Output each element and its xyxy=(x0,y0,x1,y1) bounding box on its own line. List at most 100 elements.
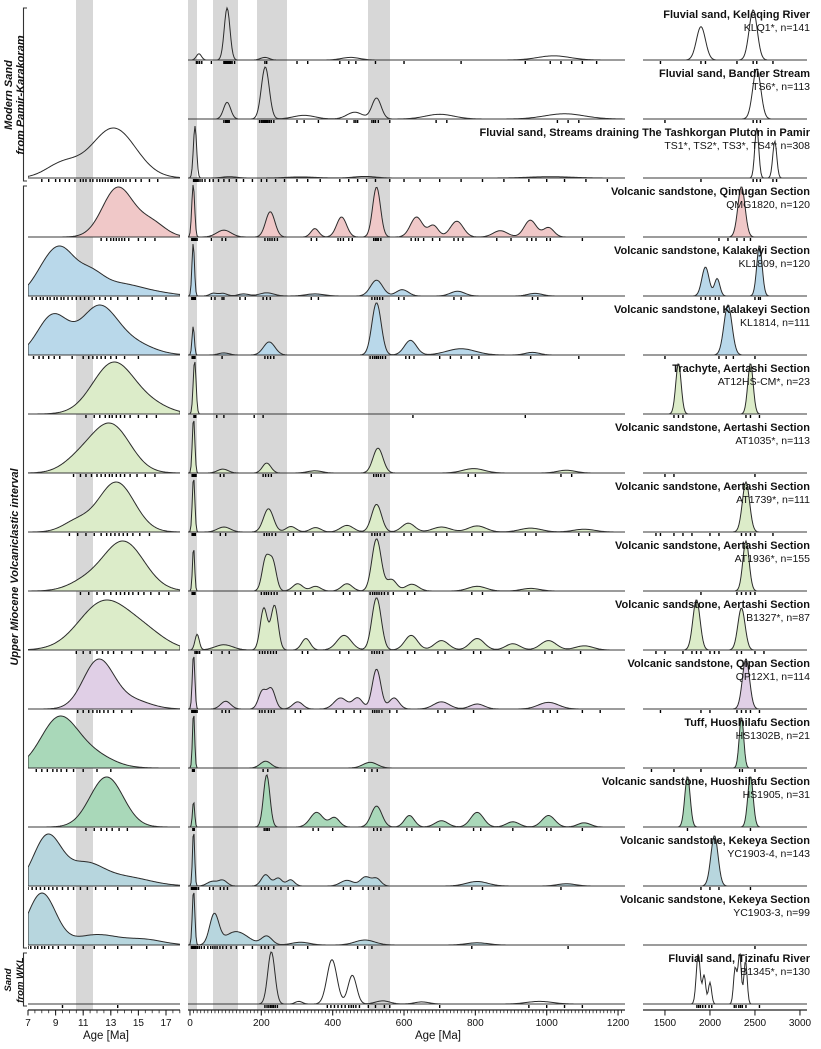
kde-panel-main-row-10 xyxy=(188,538,625,595)
kde-curve xyxy=(28,127,180,178)
kde-panel-young-row-12 xyxy=(28,658,180,713)
x-tick-label: 2500 xyxy=(744,1018,767,1029)
kde-curve xyxy=(28,422,180,474)
kde-curve xyxy=(28,658,180,710)
x-tick-label: 800 xyxy=(467,1018,484,1029)
kde-panel-old-row-15 xyxy=(643,835,807,890)
kde-curve xyxy=(188,656,625,710)
kde-curve xyxy=(188,538,625,592)
kde-panel-old-row-10 xyxy=(643,539,807,595)
sample-id: QMG1820, n=120 xyxy=(726,199,810,211)
sample-title: Volcanic sandstone, Aertashi Section xyxy=(615,481,810,493)
x-axis: 7 9 11 13 15 17 0 200 400 600 800 1000 1200 1500 2000 2… xyxy=(25,1009,812,1042)
kde-curve xyxy=(188,361,625,415)
x-tick-label: 0 xyxy=(187,1018,193,1029)
kde-panel-young-row-17 xyxy=(28,1003,180,1008)
kde-curve xyxy=(28,245,180,297)
sample-id: YC1903-4, n=143 xyxy=(727,848,810,860)
kde-panel-old-row-16 xyxy=(643,944,807,949)
kde-curve xyxy=(28,304,180,356)
kde-panel-old-row-7 xyxy=(643,363,807,418)
sample-label: Volcanic sandstone, Kekeya Section YC1903… xyxy=(620,894,810,920)
sample-label: Volcanic sandstone, Kalakeyi Section KL18… xyxy=(614,245,810,271)
sample-title: Fluvial sand, Streams draining The Tashk… xyxy=(479,127,810,139)
x-tick-label: 15 xyxy=(133,1018,145,1029)
kde-panel-old-row-9 xyxy=(643,480,807,536)
kde-curve xyxy=(28,540,180,592)
x-tick-label: 7 xyxy=(25,1018,31,1029)
kde-panel-young-row-4 xyxy=(28,186,180,241)
sample-label: Trachyte, Aertashi Section AT12HS-CM*, n=… xyxy=(672,363,810,389)
sample-label: Volcanic sandstone, Huoshilafu Section HS… xyxy=(602,776,810,802)
kde-panel-old-row-4 xyxy=(643,186,807,241)
kde-panel-main-row-6 xyxy=(188,302,625,359)
sample-title: Volcanic sandstone, Aertashi Section xyxy=(615,422,810,434)
kde-panel-young-row-7 xyxy=(28,361,180,418)
sample-title: Volcanic sandstone, Kekeya Section xyxy=(620,835,810,847)
sample-title: Volcanic sandstone, Huoshilafu Section xyxy=(601,776,810,788)
sample-id: KL1814, n=111 xyxy=(740,317,810,329)
sample-id: AT1739*, n=111 xyxy=(736,494,810,506)
sample-title: Volcanic sandstone, Qipan Section xyxy=(627,658,810,670)
kde-curve xyxy=(188,302,625,356)
sample-title: Fluvial sand, Bandier Stream xyxy=(659,68,810,80)
kde-panel-old-row-12 xyxy=(643,657,807,713)
kde-panel-old-row-2 xyxy=(643,68,807,123)
kde-panel-main-row-11 xyxy=(188,597,625,654)
kde-curve xyxy=(188,774,625,828)
sample-label: Tuff, Huoshilafu Section HS1302B, n=21 xyxy=(684,717,810,743)
kde-panel-old-row-13 xyxy=(643,717,807,772)
kde-panel-main-row-13 xyxy=(188,715,625,772)
kde-curve xyxy=(188,833,625,887)
kde-curve xyxy=(188,892,625,946)
kde-curve xyxy=(188,66,625,120)
kde-curve xyxy=(188,597,625,651)
group-label: Modern Sand from Pamir-Karakoram xyxy=(3,34,27,155)
kde-panel-old-row-17 xyxy=(643,952,807,1008)
kde-curve xyxy=(188,951,625,1005)
kde-curve xyxy=(188,715,625,769)
sample-title: Volcanic sandstone, Kalakeyi Section xyxy=(613,304,810,316)
kde-panel-old-row-5 xyxy=(643,245,807,300)
x-tick-label: 17 xyxy=(160,1018,172,1029)
x-axis-title: Age [Ma] xyxy=(83,1030,129,1042)
sample-id: TS1*, TS2*, TS3*, TS4*; n=308 xyxy=(664,140,810,152)
x-tick-label: 1200 xyxy=(607,1018,630,1029)
x-tick-label: 13 xyxy=(105,1018,117,1029)
x-tick-label: 2000 xyxy=(699,1018,722,1029)
kde-panel-young-row-8 xyxy=(28,422,180,477)
sample-label: Fluvial sand, Tizinafu River B1345*, n=13… xyxy=(668,953,810,979)
x-tick-label: 9 xyxy=(53,1018,59,1029)
kde-curve xyxy=(188,6,625,61)
kde-panel-young-row-6 xyxy=(28,304,180,359)
kde-panel-young-row-3 xyxy=(28,127,180,182)
kde-panel-main-row-15 xyxy=(188,833,625,890)
kde-curve xyxy=(28,715,180,769)
sample-id: KL1809, n=120 xyxy=(738,258,810,270)
kde-panel-young-row-15 xyxy=(28,833,180,890)
highlight-band xyxy=(212,0,238,1010)
kde-curve xyxy=(28,599,180,651)
sample-label: Fluvial sand, Streams draining The Tashk… xyxy=(480,127,810,153)
kde-panel-young-row-5 xyxy=(28,245,180,300)
kde-panel-main-row-3 xyxy=(188,125,625,182)
sample-title: Volcanic sandstone, Aertashi Section xyxy=(615,599,810,611)
sample-id: AT1936*, n=155 xyxy=(734,553,810,565)
kde-panel-young-row-10 xyxy=(28,540,180,595)
kde-curve xyxy=(28,776,180,828)
sample-label: Volcanic sandstone, Aertashi Section B132… xyxy=(615,599,810,625)
sample-id: HS1302B, n=21 xyxy=(735,730,810,742)
sample-id: TS6*, n=113 xyxy=(752,81,810,93)
sample-title: Volcanic sandstone, Kekeya Section xyxy=(620,894,810,906)
sample-title: Trachyte, Aertashi Section xyxy=(672,363,810,375)
kde-curve xyxy=(28,186,180,238)
kde-panel-main-row-14 xyxy=(188,774,625,831)
sample-title: Volcanic sandstone, Kalakeyi Section xyxy=(613,245,810,257)
sample-id: KLQ1*, n=141 xyxy=(743,22,810,34)
x-axis-title: Age [Ma] xyxy=(415,1030,461,1042)
kde-panel-old-row-14 xyxy=(643,776,807,831)
sample-label: Volcanic sandstone, Kekeya Section YC1903… xyxy=(620,835,810,861)
kde-panel-young-row-14 xyxy=(28,776,180,831)
kde-panel-main-row-12 xyxy=(188,656,625,713)
